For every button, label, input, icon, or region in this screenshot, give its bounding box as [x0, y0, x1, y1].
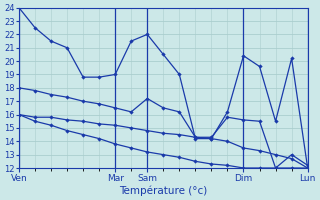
- X-axis label: Température (°c): Température (°c): [119, 185, 207, 196]
